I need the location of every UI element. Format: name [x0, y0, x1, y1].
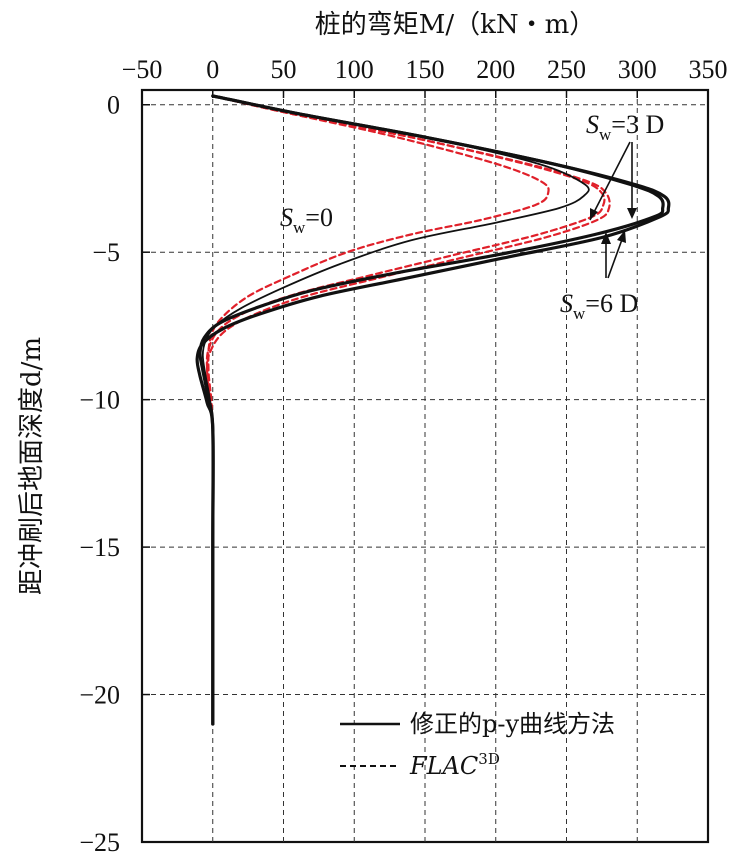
legend-label-flac: FLAC3D: [409, 750, 500, 780]
x-tick-label: 150: [406, 55, 445, 84]
svg-text:Sw=0: Sw=0: [280, 203, 333, 237]
x-axis-title: 桩的弯矩M/（kN・m）: [315, 10, 596, 40]
legend-label-flac-main: FLAC: [409, 752, 478, 780]
series-lines: [195, 94, 671, 726]
x-tick-label: 200: [476, 55, 515, 84]
annotation-sw3d-arrowhead-1: [590, 208, 598, 220]
annotation-sw6d-arrowhead-1: [601, 232, 611, 244]
annotation-sw3d-s: S: [586, 110, 599, 139]
legend-label-flac-sup: 3D: [478, 750, 500, 768]
x-tick-label: 100: [335, 55, 374, 84]
x-tick-label: 50: [271, 55, 297, 84]
svg-text:Sw=3 D: Sw=3 D: [586, 110, 664, 144]
annotation-sw0: Sw=0: [280, 203, 333, 237]
x-tick-label: 350: [689, 55, 728, 84]
annotation-sw6d-sub: w: [573, 304, 586, 323]
svg-text:Sw=6 D: Sw=6 D: [560, 289, 638, 323]
x-tick-label: 250: [547, 55, 586, 84]
y-tick-label: −10: [79, 386, 120, 415]
annotation-sw3d-arrow-1: [589, 141, 631, 221]
y-tick-labels: 0 −5 −10 −15 −20 −25: [79, 91, 120, 857]
y-tick-label: 0: [107, 91, 120, 120]
annotation-sw0-s: S: [280, 203, 293, 232]
series-line-py-sw0: [201, 95, 590, 725]
annotation-sw6d-arrowhead-2: [617, 230, 626, 243]
annotation-sw6d: Sw=6 D: [560, 230, 638, 323]
series-line-py-sw6d: [195, 94, 671, 726]
x-tick-label: 0: [206, 55, 219, 84]
legend-label-py: 修正的p-y曲线方法: [410, 710, 615, 738]
series-line-py-sw3d: [198, 94, 665, 726]
x-tick-label: 300: [618, 55, 657, 84]
y-tick-label: −5: [92, 238, 120, 267]
y-tick-label: −15: [79, 533, 120, 562]
y-tick-label: −20: [79, 681, 120, 710]
y-tick-label: −25: [79, 828, 120, 857]
annotation-sw0-rest: =0: [305, 203, 333, 232]
axis-ticks: [141, 90, 709, 843]
annotation-sw0-sub: w: [293, 218, 306, 237]
legend: 修正的p-y曲线方法 FLAC3D: [340, 710, 615, 780]
annotation-sw6d-rest: =6 D: [585, 289, 638, 318]
annotation-sw6d-s: S: [560, 289, 573, 318]
y-axis-title: 距冲刷后地面深度d/m: [17, 337, 47, 595]
x-tick-label: −50: [122, 55, 163, 84]
annotation-sw3d-rest: =3 D: [611, 110, 664, 139]
annotation-sw3d: Sw=3 D: [586, 110, 664, 221]
series-line-flac3d-sw6d: [206, 94, 611, 454]
annotation-sw3d-sub: w: [599, 125, 612, 144]
series-line-flac3d-sw0: [207, 94, 550, 454]
grid-lines: [142, 90, 708, 842]
x-tick-labels: −50 0 50 100 150 200 250 300 350: [122, 55, 728, 84]
annotation-sw3d-arrowhead-2: [627, 208, 637, 219]
